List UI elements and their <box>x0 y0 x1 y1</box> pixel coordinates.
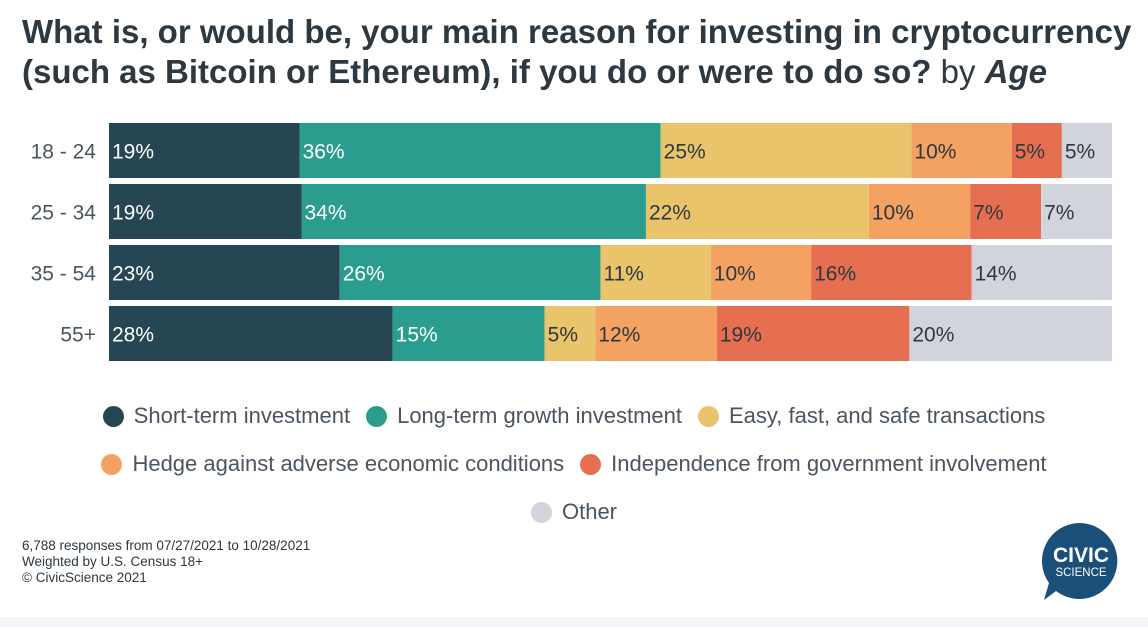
data-label: 20% <box>912 324 954 347</box>
legend-row: Short-term investment Long-term growth in… <box>0 392 1148 440</box>
bar-segment-easy-fast-and-safe-transactions <box>645 184 869 239</box>
legend-swatch <box>366 405 388 427</box>
data-label: 22% <box>649 202 691 225</box>
bar-segment-independence-from-government-involvement <box>1011 123 1062 178</box>
data-label: 5% <box>1065 141 1095 164</box>
bar-segment-hedge-against-adverse-economic-conditions <box>911 123 1012 178</box>
legend-label: Independence from government involvement <box>611 451 1047 476</box>
legend-item-independence-from-government-involvement: Independence from government involvement <box>580 451 1047 477</box>
stacked-bar-chart: 18 - 24 19% 36% 25% 10% 5% 5% 25 - 34 19% 34% 22% 1… <box>31 123 1112 361</box>
legend-row: Other <box>0 488 1148 536</box>
data-label: 28% <box>112 324 154 347</box>
bar-segment-hedge-against-adverse-economic-conditions <box>595 306 717 361</box>
data-label: 36% <box>303 141 345 164</box>
title-group: Age <box>984 53 1047 90</box>
data-label: 15% <box>396 324 438 347</box>
data-label: 26% <box>343 263 385 286</box>
legend: Short-term investment Long-term growth in… <box>0 392 1148 536</box>
legend-item-long-term-growth-investment: Long-term growth investment <box>366 403 682 429</box>
legend-label: Other <box>561 499 618 524</box>
data-label: 10% <box>872 202 914 225</box>
category-label: 25 - 34 <box>31 202 97 225</box>
bar-segment-other <box>909 306 1112 361</box>
legend-item-hedge-against-adverse-economic-conditions: Hedge against adverse economic condition… <box>101 451 564 477</box>
legend-item-short-term-investment: Short-term investment <box>102 403 351 429</box>
bar-segment-independence-from-government-involvement <box>811 245 972 300</box>
footnote-copyright: © CivicScience 2021 <box>22 570 147 585</box>
data-label: 19% <box>720 324 762 347</box>
bar-segment-independence-from-government-involvement <box>970 184 1042 239</box>
legend-swatch <box>697 405 719 427</box>
data-label: 10% <box>714 263 756 286</box>
data-label: 10% <box>914 141 956 164</box>
bar-segment-easy-fast-and-safe-transactions <box>544 306 596 361</box>
legend-label: Easy, fast, and safe transactions <box>728 403 1046 428</box>
chart-title: What is, or would be, your main reason f… <box>22 12 1132 92</box>
bar-segment-long-term-growth-investment <box>299 123 661 178</box>
legend-row: Hedge against adverse economic condition… <box>0 440 1148 488</box>
logo-text-science: SCIENCE <box>1055 567 1106 579</box>
bar-segment-short-term-investment <box>109 123 300 178</box>
logo-text-civic: CIVIC <box>1053 544 1109 567</box>
bar-row-18-24: 18 - 24 19% 36% 25% 10% 5% 5% <box>31 123 1112 178</box>
data-label: 16% <box>814 263 856 286</box>
bar-segment-long-term-growth-investment <box>339 245 601 300</box>
legend-item-other: Other <box>530 499 618 525</box>
bar-segment-long-term-growth-investment <box>392 306 545 361</box>
title-question: What is, or would be, your main reason f… <box>22 13 1132 90</box>
bar-segment-independence-from-government-involvement <box>716 306 910 361</box>
bar-segment-long-term-growth-investment <box>301 184 646 239</box>
data-label: 14% <box>975 263 1017 286</box>
category-label: 35 - 54 <box>31 263 97 286</box>
data-label: 11% <box>603 263 643 286</box>
data-label: 25% <box>664 141 706 164</box>
legend-item-easy-fast-and-safe-transactions: Easy, fast, and safe transactions <box>697 403 1046 429</box>
data-label: 12% <box>598 324 640 347</box>
legend-swatch <box>580 453 602 475</box>
data-label: 5% <box>548 324 578 347</box>
civicscience-logo: CIVIC SCIENCE <box>1041 522 1118 600</box>
data-label: 23% <box>112 263 154 286</box>
title-by: by <box>940 53 976 90</box>
logo-bubble <box>1041 522 1118 600</box>
bar-segment-short-term-investment <box>109 184 302 239</box>
footnote: 6,788 responses from 07/27/2021 to 10/28… <box>22 538 310 586</box>
bar-segment-other <box>1041 184 1112 239</box>
bar-segment-hedge-against-adverse-economic-conditions <box>868 184 971 239</box>
legend-swatch <box>102 405 124 427</box>
bar-segment-other <box>1061 123 1112 178</box>
footnote-weighting: Weighted by U.S. Census 18+ <box>22 554 203 569</box>
data-label: 7% <box>1044 202 1074 225</box>
bar-segment-hedge-against-adverse-economic-conditions <box>710 245 812 300</box>
bar-row-35-54: 35 - 54 23% 26% 11% 10% 16% 14% <box>31 245 1112 300</box>
category-label: 18 - 24 <box>31 141 97 164</box>
legend-label: Hedge against adverse economic condition… <box>132 451 565 476</box>
bar-segment-easy-fast-and-safe-transactions <box>660 123 912 178</box>
data-label: 7% <box>973 202 1003 225</box>
category-label: 55+ <box>60 324 96 347</box>
legend-label: Long-term growth investment <box>397 403 682 428</box>
bar-row-25-34: 25 - 34 19% 34% 22% 10% 7% 7% <box>31 184 1112 239</box>
bar-segment-other <box>971 245 1112 300</box>
bar-segment-short-term-investment <box>109 306 393 361</box>
footnote-responses: 6,788 responses from 07/27/2021 to 10/28… <box>22 538 311 553</box>
data-label: 19% <box>112 202 154 225</box>
legend-swatch <box>530 501 552 523</box>
legend-label: Short-term investment <box>133 403 351 428</box>
bar-segment-easy-fast-and-safe-transactions <box>600 245 711 300</box>
data-label: 34% <box>304 202 346 225</box>
bar-row-55: 55+ 28% 15% 5% 12% 19% 20% <box>60 306 1112 361</box>
bar-segment-short-term-investment <box>109 245 340 300</box>
data-label: 19% <box>112 141 154 164</box>
legend-swatch <box>101 453 123 475</box>
data-label: 5% <box>1015 141 1045 164</box>
